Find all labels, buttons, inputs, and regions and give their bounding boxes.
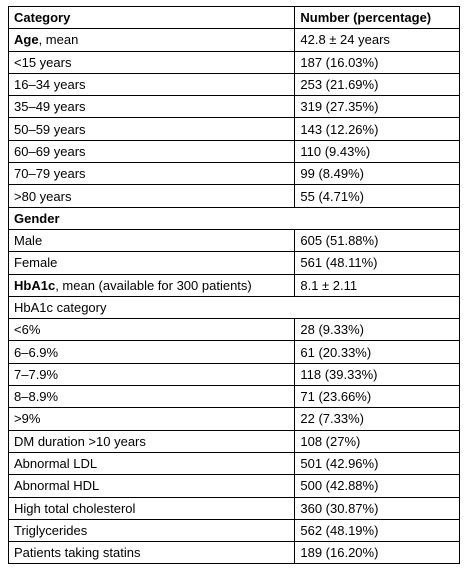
table-row: 8–8.9% 71 (23.66%) bbox=[7, 385, 460, 409]
table-row: High total cholesterol 360 (30.87%) bbox=[7, 496, 460, 520]
row-label: High total cholesterol bbox=[7, 496, 296, 520]
table-row: 70–79 years 99 (8.49%) bbox=[7, 162, 460, 186]
row-value: 500 (42.88%) bbox=[294, 474, 460, 498]
table-row: >9% 22 (7.33%) bbox=[7, 407, 460, 431]
row-value: 319 (27.35%) bbox=[294, 95, 460, 119]
row-value: 189 (16.20%) bbox=[294, 541, 460, 565]
row-label: Abnormal LDL bbox=[7, 451, 296, 476]
row-label: Male bbox=[7, 228, 296, 253]
row-value: 71 (23.66%) bbox=[294, 385, 460, 409]
row-label: 70–79 years bbox=[7, 162, 296, 186]
row-label: 7–7.9% bbox=[7, 362, 296, 387]
row-value: 562 (48.19%) bbox=[294, 518, 460, 543]
row-value: 118 (39.33%) bbox=[294, 362, 460, 387]
table-row: DM duration >10 years 108 (27%) bbox=[7, 429, 460, 453]
table-row: 50–59 years 143 (12.26%) bbox=[7, 117, 460, 141]
row-value: 22 (7.33%) bbox=[294, 407, 460, 431]
row-label: 50–59 years bbox=[7, 117, 296, 141]
row-label: 35–49 years bbox=[7, 95, 296, 119]
row-label: 16–34 years bbox=[7, 72, 296, 97]
gender-heading: Gender bbox=[8, 206, 460, 230]
row-label: 8–8.9% bbox=[7, 385, 296, 409]
row-value: 143 (12.26%) bbox=[294, 117, 460, 141]
age-mean-label: Age, mean bbox=[7, 28, 296, 52]
row-value: 360 (30.87%) bbox=[294, 496, 460, 520]
row-label: Triglycerides bbox=[7, 518, 296, 543]
hba1c-mean-label: HbA1c, mean (available for 300 patients) bbox=[7, 273, 296, 297]
row-label: >9% bbox=[7, 407, 296, 431]
row-label: Female bbox=[7, 251, 296, 275]
row-value: 110 (9.43%) bbox=[294, 139, 460, 164]
row-value: 253 (21.69%) bbox=[294, 72, 460, 97]
row-value: 28 (9.33%) bbox=[294, 318, 460, 342]
table-row: 60–69 years 110 (9.43%) bbox=[7, 139, 460, 164]
table-row: Triglycerides 562 (48.19%) bbox=[7, 518, 460, 543]
hba1c-category-heading-row: HbA1c category bbox=[8, 295, 460, 320]
hba1c-category-heading: HbA1c category bbox=[8, 295, 460, 320]
hba1c-mean-value: 8.1 ± 2.11 bbox=[294, 273, 460, 297]
row-label: 6–6.9% bbox=[7, 340, 296, 364]
row-label: Abnormal HDL bbox=[7, 474, 296, 498]
table-row: 6–6.9% 61 (20.33%) bbox=[7, 340, 460, 364]
row-label: <6% bbox=[7, 318, 296, 342]
row-label: Patients taking statins bbox=[7, 541, 296, 565]
table-row: 7–7.9% 118 (39.33%) bbox=[7, 362, 460, 387]
row-value: 99 (8.49%) bbox=[294, 162, 460, 186]
age-mean-value: 42.8 ± 24 years bbox=[294, 28, 460, 52]
header-row: Category Number (percentage) bbox=[7, 5, 460, 30]
hba1c-mean-row: HbA1c, mean (available for 300 patients)… bbox=[7, 273, 460, 297]
table-row: 35–49 years 319 (27.35%) bbox=[7, 95, 460, 119]
row-label: <15 years bbox=[7, 50, 296, 74]
row-value: 561 (48.11%) bbox=[294, 251, 460, 275]
row-label: 60–69 years bbox=[7, 139, 296, 164]
table-row: Male 605 (51.88%) bbox=[7, 228, 460, 253]
row-value: 61 (20.33%) bbox=[294, 340, 460, 364]
gender-heading-row: Gender bbox=[8, 206, 460, 230]
header-category: Category bbox=[7, 5, 296, 30]
table-row: 16–34 years 253 (21.69%) bbox=[7, 72, 460, 97]
header-number: Number (percentage) bbox=[294, 5, 460, 30]
table-row: <15 years 187 (16.03%) bbox=[7, 50, 460, 74]
table-row: Abnormal LDL 501 (42.96%) bbox=[7, 451, 460, 476]
row-value: 187 (16.03%) bbox=[294, 50, 460, 74]
age-mean-row: Age, mean 42.8 ± 24 years bbox=[7, 28, 460, 52]
row-label: >80 years bbox=[7, 184, 296, 208]
row-value: 55 (4.71%) bbox=[294, 184, 460, 208]
table-row: Patients taking statins 189 (16.20%) bbox=[7, 541, 460, 565]
table-row: >80 years 55 (4.71%) bbox=[7, 184, 460, 208]
table-row: Abnormal HDL 500 (42.88%) bbox=[7, 474, 460, 498]
row-value: 108 (27%) bbox=[294, 429, 460, 453]
patient-characteristics-table: Category Number (percentage) Age, mean 4… bbox=[7, 5, 460, 565]
table-row: <6% 28 (9.33%) bbox=[7, 318, 460, 342]
table-row: Female 561 (48.11%) bbox=[7, 251, 460, 275]
row-label: DM duration >10 years bbox=[7, 429, 296, 453]
row-value: 501 (42.96%) bbox=[294, 451, 460, 476]
row-value: 605 (51.88%) bbox=[294, 228, 460, 253]
